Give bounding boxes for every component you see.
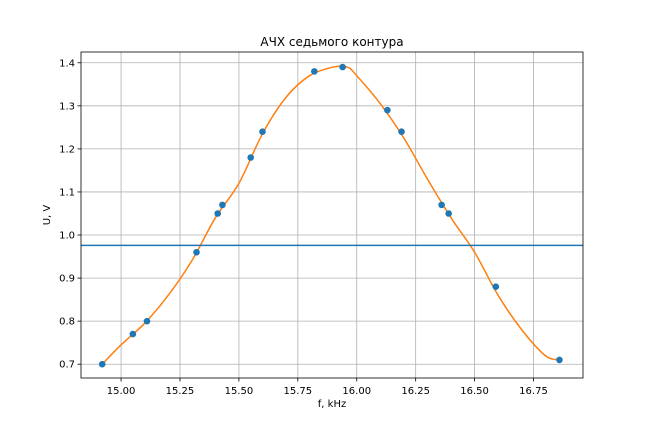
x-tick-label: 15.25 [166, 386, 195, 397]
data-point [129, 330, 137, 338]
data-point [219, 201, 226, 209]
grid [81, 52, 583, 378]
x-axis-label: f, kHz [318, 399, 346, 410]
x-tick-label: 16.25 [401, 386, 430, 397]
x-tick-label: 15.00 [107, 386, 136, 397]
y-tick-label: 0.9 [59, 274, 75, 285]
data-point [398, 128, 405, 135]
data-point [445, 210, 452, 217]
y-tick-label: 1.3 [59, 101, 75, 112]
x-tick-label: 16.75 [519, 386, 548, 397]
chart-title: АЧХ седьмого контура [260, 35, 403, 49]
y-tick-label: 1.1 [59, 187, 75, 198]
data-point [247, 154, 254, 161]
x-tick-label: 16.00 [342, 386, 371, 397]
y-tick-label: 1.0 [59, 231, 75, 242]
data-point [384, 106, 391, 114]
x-axis: 15.00 15.25 15.50 15.75 16.00 16.25 16.50 16.75 [107, 378, 548, 397]
y-tick-label: 0.7 [59, 360, 75, 371]
data-point [98, 360, 106, 368]
data-point [339, 63, 346, 71]
data-point [214, 210, 221, 217]
data-point [259, 128, 266, 135]
data-point [556, 356, 563, 364]
y-tick-label: 1.2 [59, 144, 75, 155]
x-tick-label: 15.75 [284, 386, 313, 397]
y-tick-label: 0.8 [59, 317, 75, 328]
y-tick-label: 1.4 [59, 58, 75, 69]
x-tick-label: 16.50 [460, 386, 489, 397]
y-axis-label: U, V [42, 205, 53, 226]
y-axis: 0.7 0.8 0.9 1.0 1.1 1.2 1.3 1.4 [59, 58, 81, 371]
data-point [143, 317, 151, 325]
data-point [438, 201, 445, 209]
data-point [311, 68, 318, 75]
data-point [492, 283, 500, 291]
x-tick-label: 15.50 [225, 386, 254, 397]
plot-frame [80, 51, 584, 379]
data-points [98, 63, 563, 368]
data-point [193, 248, 200, 256]
